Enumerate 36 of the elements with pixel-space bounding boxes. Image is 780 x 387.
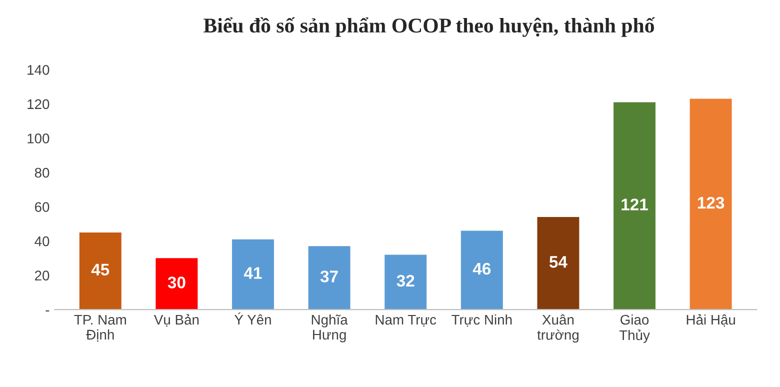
- bar: [232, 239, 274, 310]
- bar: [460, 230, 503, 310]
- x-tick-label: Nghĩa Hưng: [312, 314, 348, 342]
- x-tick-label: Hải Hậu: [686, 314, 735, 327]
- y-tick-label: 20: [34, 270, 50, 280]
- y-tick-label: 140: [28, 64, 50, 75]
- x-tick-label: TP. Nam Định: [74, 314, 126, 342]
- y-tick-label: 80: [34, 168, 50, 178]
- x-tick-label: Vụ Bản: [154, 314, 199, 327]
- y-tick-label: 60: [34, 202, 50, 212]
- data-label: 32: [396, 274, 414, 287]
- bar: [156, 258, 198, 310]
- data-label: 30: [168, 276, 186, 288]
- data-label: 45: [91, 264, 110, 276]
- chart-title: Biểu đồ số sản phẩm OCOP theo huyện, thành phố: [204, 17, 655, 37]
- data-label: 123: [698, 196, 724, 209]
- data-label: 121: [622, 198, 648, 210]
- data-label: 54: [549, 256, 568, 268]
- bar: [384, 254, 427, 310]
- bar: [537, 217, 580, 310]
- x-tick-label: Ý Yên: [234, 312, 271, 325]
- data-label: 46: [472, 262, 491, 275]
- data-label: 37: [320, 270, 338, 282]
- bar: [690, 98, 732, 310]
- y-tick-label: 120: [28, 99, 50, 110]
- x-tick-label: Giao Thủy: [619, 314, 650, 343]
- x-tick-label: Trực Ninh: [452, 314, 512, 327]
- bar: [308, 246, 350, 310]
- y-tick-label: 40: [34, 236, 50, 246]
- data-label: 41: [244, 267, 262, 279]
- y-tick-label: 100: [28, 134, 50, 144]
- x-tick-label: Nam Trực: [376, 314, 436, 327]
- bar: [79, 232, 122, 310]
- x-tick-label: Xuân trường: [537, 314, 578, 343]
- y-tick-label: -: [46, 310, 50, 312]
- bar: [614, 102, 656, 310]
